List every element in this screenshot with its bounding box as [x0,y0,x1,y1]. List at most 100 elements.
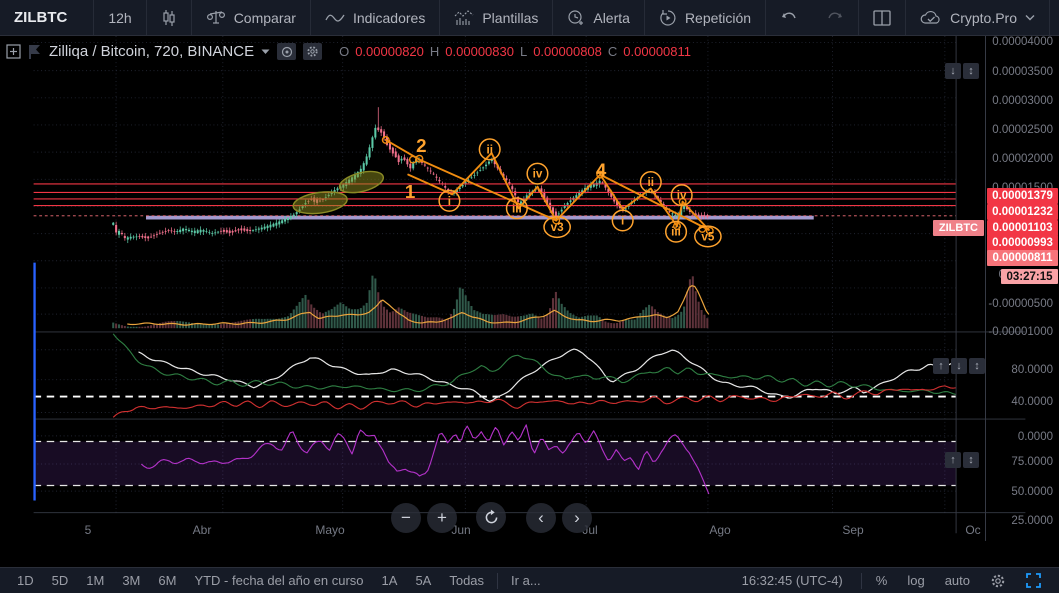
alert-clock-icon [567,9,585,27]
main-pane-scale-buttons: ↓ ↕ [945,63,979,79]
alert-price-label: 0.00001232 [987,204,1058,220]
undo-button[interactable] [766,0,812,35]
svg-text:iii: iii [671,226,681,239]
svg-text:1: 1 [405,181,415,202]
close-value: 0.00000811 [623,44,691,59]
symbol-button[interactable]: ZILBTC [0,0,95,35]
svg-text:v3: v3 [551,221,565,234]
candles-icon [161,9,177,27]
layout-icon [873,9,891,26]
price-scale-label: 0.00002000 [992,153,1053,165]
axis-settings-gear-icon[interactable] [980,573,1016,589]
adx-pane-buttons: ↑ ↓ ↕ [933,358,985,374]
bar-countdown-label: 03:27:15 [1001,269,1058,284]
redo-button[interactable] [812,0,858,35]
pane-down-button[interactable]: ↓ [951,358,967,374]
marks-toggle-button[interactable] [277,43,297,60]
maximize-chart-icon[interactable] [1016,573,1051,588]
range-button-1m[interactable]: 1M [86,573,105,588]
alert-price-label: 0.00000993 [987,235,1058,251]
alert-price-label: 0.00001379 [987,188,1058,204]
pane-maximize-button[interactable]: ↕ [963,452,979,468]
price-scale[interactable]: 0.00004000 0.00003500 0.00003000 0.00002500… [985,36,1059,541]
indicators-wave-icon [325,11,345,25]
goto-date-button[interactable]: Ir a... [511,573,541,588]
toolbar-right-group: Crypto.Pro [858,0,1059,35]
current-price-label: 0.00000811 [987,250,1058,266]
time-axis-label: Mayo [315,523,345,537]
time-axis-label: Jun [451,523,471,537]
range-button-1d[interactable]: 1D [17,573,34,588]
replay-button[interactable]: Repetición [645,0,767,35]
replay-label: Repetición [684,9,752,26]
low-value: 0.00000808 [533,44,602,59]
pane-maximize-button[interactable]: ↕ [969,358,985,374]
zoom-out-button[interactable]: − [391,503,421,533]
price-scale-label: 75.0000 [1011,456,1053,468]
divider [497,572,499,589]
grid-plus-icon[interactable] [6,44,21,59]
price-scale-label: 0.00003000 [992,95,1053,107]
scroll-left-button[interactable]: ‹ [526,503,556,533]
range-button-5a[interactable]: 5A [415,573,432,588]
range-button-todas[interactable]: Todas [449,573,485,588]
account-label: Crypto.Pro [950,9,1018,26]
undo-icon [780,11,798,25]
compare-scales-icon [206,9,226,27]
log-scale-button[interactable]: log [907,573,925,588]
range-button-5d[interactable]: 5D [51,573,69,588]
templates-chart-icon [454,9,474,26]
templates-label: Plantillas [482,9,539,26]
auto-scale-button[interactable]: auto [944,573,970,588]
high-value: 0.00000830 [445,44,514,59]
price-scale-label: 0.00003500 [992,66,1053,78]
interval-button[interactable]: 12h [94,0,147,35]
svg-text:ii: ii [648,176,655,189]
svg-text:i: i [448,195,451,208]
close-label: C [607,44,618,59]
price-scale-label: 25.0000 [1011,515,1053,527]
settings-button[interactable] [1049,0,1059,35]
time-axis[interactable]: 5 Abr Mayo Jun Jul Ago Sep Oc [0,519,985,541]
indicators-button[interactable]: Indicadores [311,0,441,35]
percent-scale-button[interactable]: % [875,573,888,588]
pane-up-button[interactable]: ↑ [945,452,961,468]
alert-button[interactable]: Alerta [553,0,645,35]
redo-icon [826,11,844,25]
account-button[interactable]: Crypto.Pro [905,0,1049,35]
pane-up-button[interactable]: ↑ [933,358,949,374]
title-caret-icon[interactable] [261,49,270,55]
series-settings-button[interactable] [303,43,323,60]
range-button-ytd[interactable]: YTD - fecha del año en curso [194,573,364,588]
alert-price-label: 0.00001103 [987,220,1058,236]
symbol-title[interactable]: Zilliqa / Bitcoin, 720, BINANCE [49,43,255,60]
pane-maximize-button[interactable]: ↕ [963,63,979,79]
layout-button[interactable] [858,0,905,35]
clock-readout[interactable]: 16:32:45 (UTC-4) [741,573,843,588]
range-button-6m[interactable]: 6M [158,573,177,588]
zoom-in-button[interactable]: + [427,503,457,533]
templates-button[interactable]: Plantillas [440,0,554,35]
chart-style-button[interactable] [147,0,192,35]
compare-label: Comparar [233,9,296,26]
svg-text:iv: iv [677,189,687,202]
price-scale-label: 0.00004000 [992,36,1053,48]
svg-text:2: 2 [416,135,426,156]
scroll-right-button[interactable]: › [562,503,592,533]
chevron-down-icon [1025,14,1035,21]
range-button-3m[interactable]: 3M [122,573,141,588]
chart-legend: Zilliqa / Bitcoin, 720, BINANCE O 0.00000… [6,43,691,60]
flag-icon[interactable] [28,44,42,59]
bottom-right-group: 16:32:45 (UTC-4) % log auto [728,572,1051,589]
range-button-1a[interactable]: 1A [381,573,398,588]
reset-chart-button[interactable] [476,502,506,532]
bottom-toolbar: 1D 5D 1M 3M 6M YTD - fecha del año en curso 1A… [0,567,1059,593]
high-label: H [429,44,440,59]
svg-text:iii: iii [512,202,522,215]
compare-button[interactable]: Comparar [192,0,311,35]
ohlc-readout: O 0.00000820 H 0.00000830 L 0.00000808 C 0.0… [339,44,691,59]
pane-down-button[interactable]: ↓ [945,63,961,79]
range-buttons: 1D 5D 1M 3M 6M YTD - fecha del año en curso 1A… [8,573,493,588]
